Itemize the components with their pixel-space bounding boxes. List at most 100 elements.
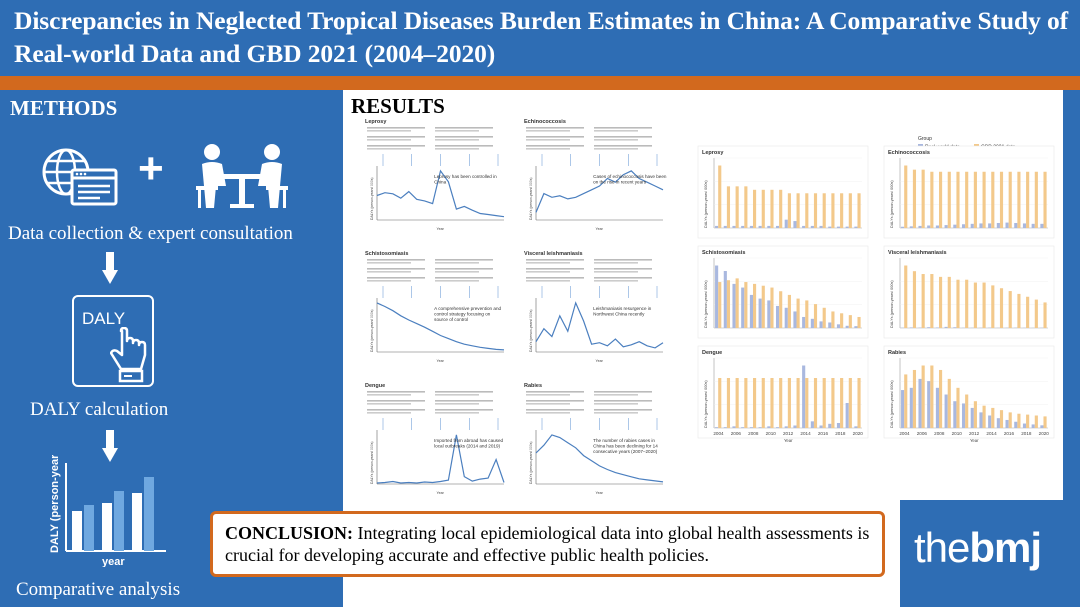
x-tick-label: 2018	[1021, 431, 1032, 436]
timeline-text-line	[435, 394, 479, 396]
timeline-text-line	[435, 277, 493, 279]
bar-charts-figure: GroupReal world dataGBD 2021 dataLeprosy…	[697, 136, 1055, 443]
bar-real	[961, 403, 966, 428]
timeline-text-line	[367, 127, 425, 129]
bar-gbd	[744, 282, 748, 328]
bar-real	[741, 287, 745, 328]
bar-gbd	[912, 169, 917, 228]
x-tick-label: 2014	[800, 431, 811, 436]
timeline-text-line	[594, 412, 638, 414]
line-panel-schistosomiasis: Schistosomiasis DALYs (person-years/ 000s…	[365, 251, 505, 363]
bar-real	[828, 423, 832, 428]
bar-panel-echinococcosis: Echinococcosis DALYs (person-years/ 000s)	[883, 145, 1055, 239]
timeline-text-line	[367, 136, 425, 138]
timeline-text-line	[367, 148, 411, 150]
bar-gbd	[1026, 414, 1030, 428]
timeline-text-line	[367, 409, 425, 411]
bar-real	[810, 421, 814, 428]
panel-title: Rabies	[524, 383, 542, 389]
timeline-text-line	[435, 259, 493, 261]
bar-gbd	[796, 298, 800, 328]
timeline-text-line	[435, 403, 479, 405]
bar-real	[828, 322, 832, 328]
y-axis-label: DALYs (person-years/ 000s)	[704, 280, 708, 328]
timeline-text-line	[526, 145, 584, 147]
x-tick-label: 2008	[934, 431, 945, 436]
x-axis-label: Year	[596, 359, 604, 363]
panel-title: Leprosy	[365, 119, 387, 125]
bar-gbd	[947, 378, 951, 428]
bar-panel-visceral-leishmaniasis: Visceral leishmaniasis DALYs (person-year…	[883, 245, 1055, 339]
bar-gbd	[761, 189, 765, 228]
bar-gbd	[904, 265, 908, 328]
bar-real	[961, 224, 966, 228]
x-axis-label: Year	[596, 491, 604, 495]
note-line: Leishmaniasis resurgence in	[593, 306, 652, 311]
bar-gbd	[1034, 171, 1038, 228]
bar-gbd	[857, 193, 861, 228]
line-charts-figure: Leprosy DALYs (person-years/ 000s) Year Lep…	[365, 119, 667, 495]
x-tick-label: 2004	[713, 431, 724, 436]
bar-gbd	[770, 189, 774, 228]
bar-gbd	[822, 307, 826, 328]
bar-panel-schistosomiasis: Schistosomiasis DALYs (person-years/ 000s…	[697, 245, 869, 339]
note-line: Leprosy has been controlled in	[434, 174, 497, 179]
x-axis-label: Year	[970, 438, 979, 443]
bar-real	[979, 223, 983, 228]
timeline-text-line	[367, 139, 411, 141]
timeline-text-line	[367, 268, 425, 270]
bar-gbd	[805, 193, 809, 228]
timeline-text-line	[594, 400, 652, 402]
bmj-name: bmj	[969, 524, 1042, 571]
bar-real	[802, 365, 806, 428]
timeline-text-line	[594, 148, 638, 150]
consultation-icon	[196, 144, 288, 208]
x-tick-label: 2012	[783, 431, 794, 436]
bar-real	[944, 326, 948, 328]
series-line	[376, 434, 505, 484]
timeline-text-line	[526, 400, 584, 402]
bar-real	[775, 305, 780, 328]
bar-real	[935, 225, 940, 228]
bar-real	[1031, 223, 1035, 228]
series-line	[376, 302, 505, 351]
bar-real	[927, 381, 931, 428]
bar-real	[758, 225, 762, 228]
page-title: Discrepancies in Neglected Tropical Dise…	[14, 6, 1069, 68]
y-axis-label: DALYs (person-years/ 000s)	[704, 180, 708, 228]
timeline-text-line	[594, 268, 652, 270]
bar-gbd	[857, 378, 861, 428]
bar-real	[784, 426, 788, 428]
arrow-down-icon	[102, 430, 118, 462]
bar-gbd	[726, 280, 731, 328]
timeline-text-line	[526, 127, 584, 129]
timeline-text-line	[526, 271, 570, 273]
panel-title: Visceral leishmaniasis	[888, 250, 947, 256]
panel-note: Imported from abroad has caused local out…	[434, 438, 503, 448]
bar-gbd	[848, 378, 852, 428]
x-axis-label: Year	[437, 359, 445, 363]
header: Discrepancies in Neglected Tropical Dise…	[0, 0, 1080, 76]
bar-real	[935, 387, 940, 428]
bar-real	[909, 387, 913, 428]
timeline-text-line	[526, 259, 584, 261]
bar-gbd	[857, 316, 861, 328]
icon-bar	[84, 505, 94, 551]
bar-real	[793, 311, 797, 328]
series-line	[376, 169, 505, 218]
icon-chart-ylabel: DALY (person-years)	[49, 455, 61, 553]
bar-real	[953, 224, 957, 228]
x-axis-label: Year	[437, 491, 445, 495]
bar-gbd	[1034, 299, 1038, 328]
bar-real	[927, 327, 931, 328]
timeline-text-line	[435, 400, 493, 402]
bar-gbd	[813, 378, 818, 428]
bar-gbd	[718, 282, 722, 328]
bar-real	[723, 427, 727, 428]
plus-sign: +	[138, 144, 164, 193]
bar-gbd	[744, 378, 748, 428]
timeline-text-line	[594, 271, 638, 273]
timeline-text-line	[526, 136, 584, 138]
bar-real	[810, 318, 814, 328]
timeline-text-line	[435, 136, 493, 138]
